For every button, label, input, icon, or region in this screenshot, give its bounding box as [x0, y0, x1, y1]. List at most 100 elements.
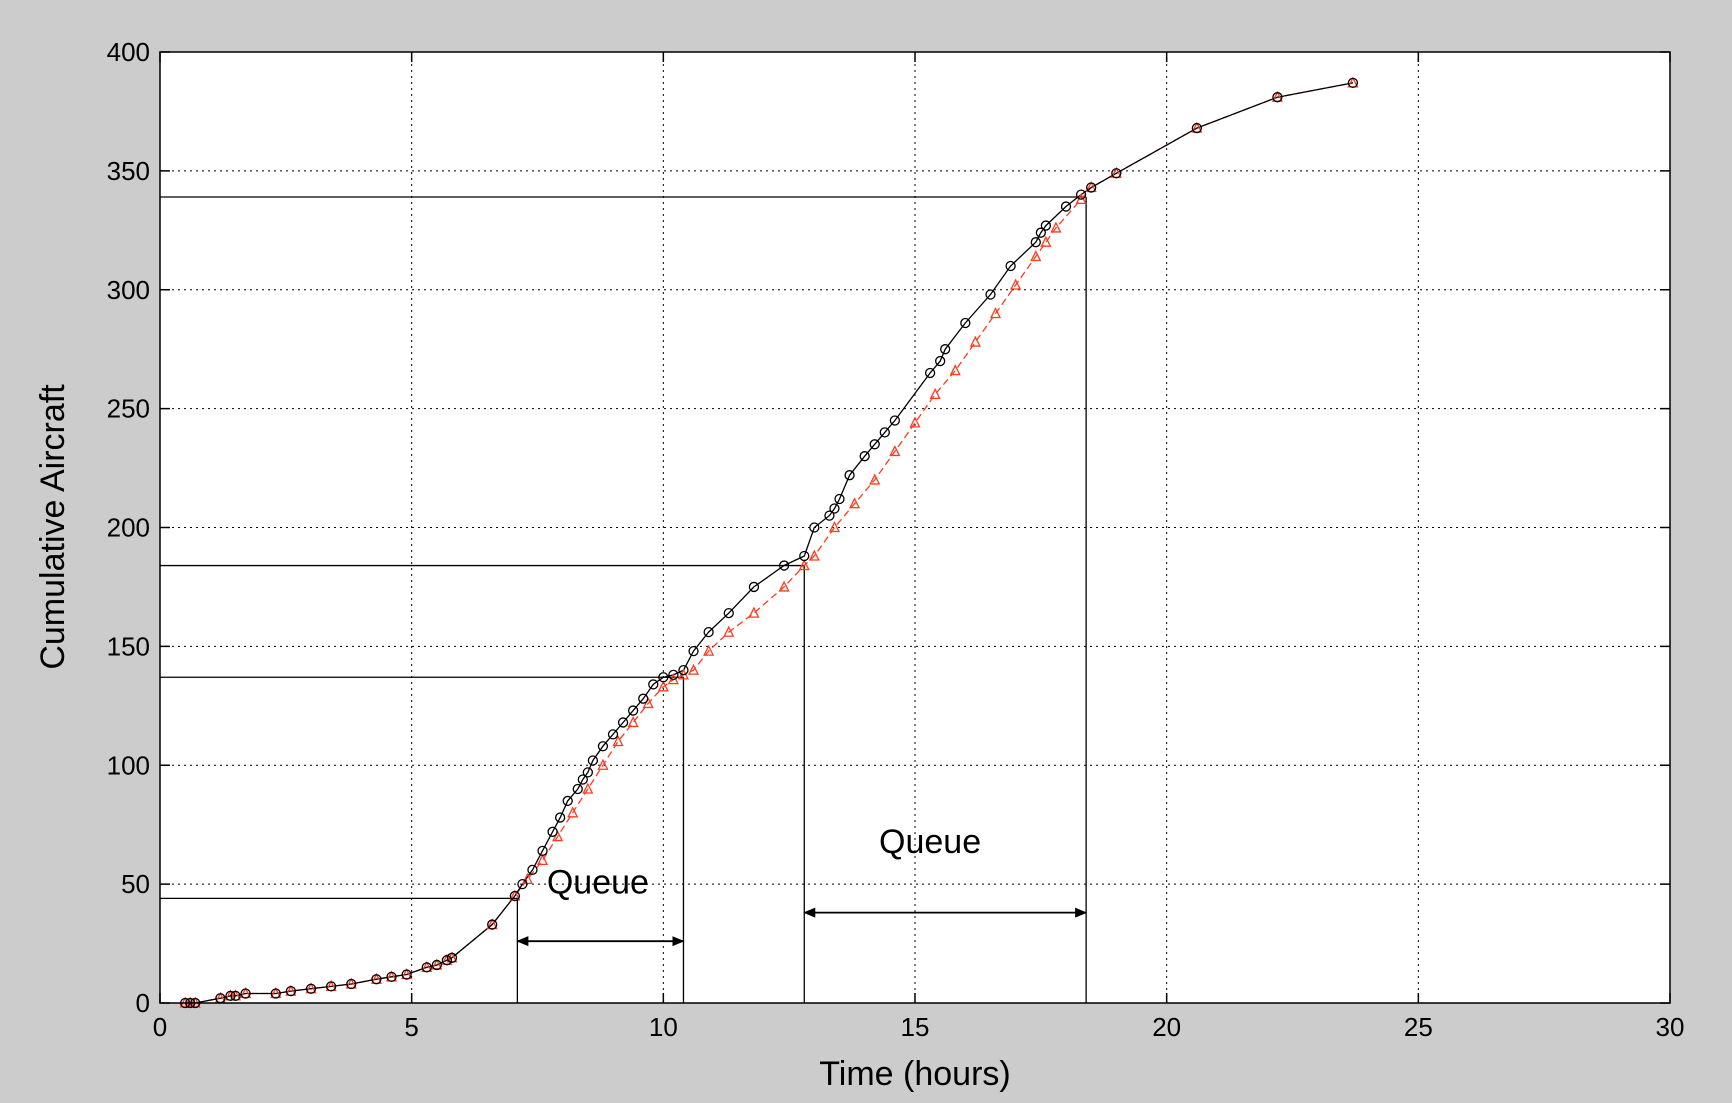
data-point-circle	[431, 959, 442, 971]
data-point-triangle	[929, 387, 941, 400]
x-tick-label: 30	[1656, 1012, 1685, 1042]
data-point-circle	[401, 969, 412, 980]
data-point-circle	[270, 988, 281, 999]
y-axis-label: Cumulative Aircraft	[34, 384, 72, 670]
data-point-triangle	[1030, 250, 1042, 262]
data-point-triangle	[1040, 235, 1052, 247]
data-point-circle	[421, 962, 432, 973]
data-point-circle	[638, 693, 649, 704]
x-tick-label: 20	[1152, 1012, 1181, 1042]
data-point-circle	[778, 560, 790, 571]
data-point-triangle	[989, 307, 1002, 319]
data-point-circle	[305, 983, 317, 994]
data-point-triangle	[703, 644, 715, 656]
y-tick-label: 100	[107, 750, 150, 780]
data-point-circle	[572, 783, 583, 795]
data-point-circle	[859, 451, 870, 462]
data-point-triangle	[612, 735, 624, 747]
data-point-circle	[1005, 260, 1016, 272]
data-point-triangle	[909, 416, 921, 428]
data-point-circle	[1191, 122, 1203, 134]
y-tick-label: 300	[107, 275, 150, 305]
series-line-circle	[185, 82, 1354, 1004]
data-point-circle	[582, 767, 593, 778]
data-point-triangle	[808, 549, 820, 561]
data-point-triangle	[657, 680, 669, 692]
data-point-circle	[985, 289, 996, 300]
y-tick-label: 350	[107, 156, 150, 186]
data-point-circle	[879, 427, 890, 438]
y-tick-label: 250	[107, 394, 150, 424]
data-point-circle	[325, 981, 337, 992]
data-point-circle	[446, 952, 458, 963]
x-tick-label: 5	[404, 1012, 418, 1042]
queue-label: Queue	[547, 864, 649, 902]
data-point-circle	[371, 974, 382, 985]
data-point-triangle	[597, 758, 609, 770]
data-point-circle	[587, 755, 599, 766]
data-point-circle	[1272, 92, 1283, 103]
series-line-triangle	[185, 82, 1354, 1004]
data-point-circle	[748, 581, 760, 593]
data-point-circle	[940, 344, 951, 355]
data-point-circle	[809, 522, 820, 533]
x-tick-label: 10	[649, 1012, 678, 1042]
data-point-circle	[1035, 227, 1046, 238]
annotation-layer: Queue Queue	[516, 823, 1088, 947]
data-point-circle	[1075, 189, 1087, 200]
x-tick-label: 25	[1404, 1012, 1433, 1042]
data-point-triangle	[828, 521, 841, 533]
data-point-circle	[537, 845, 548, 856]
data-point-circle	[1347, 77, 1359, 89]
data-point-circle	[346, 978, 357, 990]
y-tick-label: 200	[107, 513, 150, 543]
data-point-triangle	[849, 497, 861, 509]
data-point-circle	[889, 415, 901, 426]
y-tick-label: 400	[107, 37, 150, 67]
data-point-circle	[935, 355, 946, 367]
x-axis-label: Time (hours)	[819, 1055, 1010, 1093]
data-point-circle	[487, 919, 498, 930]
data-point-circle	[230, 990, 241, 1002]
data-point-circle	[668, 669, 679, 681]
data-point-circle	[703, 626, 714, 638]
data-point-circle	[555, 812, 566, 823]
data-point-circle	[386, 971, 397, 982]
data-point-circle	[627, 705, 639, 716]
data-point-triangle	[748, 606, 760, 618]
data-point-triangle	[687, 663, 700, 675]
data-point-circle	[1086, 182, 1097, 193]
y-tick-label: 0	[136, 988, 150, 1018]
data-point-triangle	[869, 473, 881, 485]
data-point-circle	[597, 741, 609, 752]
data-point-triangle	[1050, 221, 1062, 233]
data-point-circle	[240, 988, 251, 999]
data-point-triangle	[582, 782, 594, 794]
data-point-circle	[924, 367, 936, 379]
data-point-circle	[723, 607, 734, 619]
data-point-circle	[509, 890, 520, 902]
data-point-triangle	[627, 716, 639, 728]
data-point-triangle	[567, 806, 579, 818]
data-point-triangle	[889, 444, 901, 457]
data-point-circle	[824, 510, 835, 521]
x-tick-label: 15	[901, 1012, 930, 1042]
data-point-triangle	[1010, 278, 1022, 290]
data-point-circle	[829, 503, 840, 514]
data-point-circle	[648, 679, 659, 690]
data-point-circle	[1060, 201, 1072, 212]
data-point-circle	[577, 774, 588, 785]
data-point-triangle	[798, 559, 810, 571]
data-point-circle	[1040, 220, 1052, 231]
y-tick-label: 50	[121, 869, 150, 899]
data-point-circle	[527, 864, 538, 876]
data-point-circle	[517, 878, 528, 890]
data-point-circle	[869, 439, 880, 450]
y-tick-label: 150	[107, 631, 150, 661]
data-point-triangle	[723, 625, 735, 637]
data-point-circle	[285, 985, 297, 997]
data-point-circle	[1030, 237, 1041, 248]
data-point-circle	[799, 550, 810, 562]
data-point-circle	[688, 645, 699, 657]
